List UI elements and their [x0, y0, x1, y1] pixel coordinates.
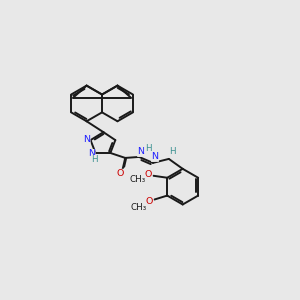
Text: N: N	[138, 148, 145, 157]
Text: H: H	[145, 143, 151, 152]
Text: CH₃: CH₃	[129, 175, 146, 184]
Text: O: O	[146, 197, 153, 206]
Text: H: H	[169, 148, 176, 157]
Text: N: N	[152, 152, 158, 161]
Text: H: H	[91, 155, 98, 164]
Text: N: N	[83, 135, 90, 144]
Text: O: O	[145, 170, 152, 179]
Text: N: N	[88, 149, 95, 158]
Text: CH₃: CH₃	[130, 203, 147, 212]
Text: O: O	[117, 169, 124, 178]
